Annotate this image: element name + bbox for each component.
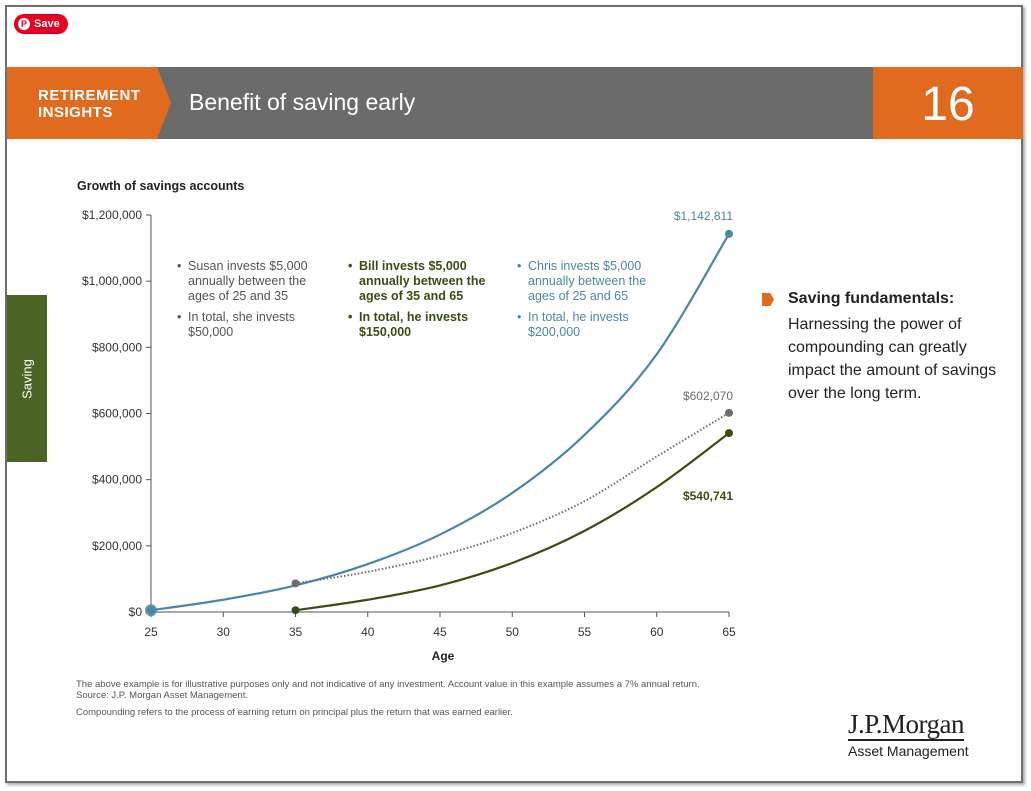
- annotation-bill: Bill invests $5,000 annually between the…: [348, 259, 498, 346]
- x-tick-label: 40: [361, 625, 375, 639]
- x-axis-label: Age: [432, 649, 455, 663]
- page-title: Benefit of saving early: [189, 89, 416, 115]
- x-tick-label: 50: [506, 625, 520, 639]
- footnote-source: Source: J.P. Morgan Asset Management.: [76, 690, 248, 701]
- annotation-susan-line2: In total, she invests $50,000: [177, 310, 327, 340]
- annotation-bill-line1: Bill invests $5,000 annually between the…: [348, 259, 498, 304]
- series-end-label-susan: $602,070: [683, 389, 733, 403]
- pinterest-save-button[interactable]: P Save: [14, 14, 68, 34]
- section-tag: [7, 67, 157, 139]
- x-tick-label: 30: [217, 625, 231, 639]
- logo-subtitle: Asset Management: [848, 743, 969, 759]
- x-tick-label: 55: [578, 625, 592, 639]
- series-end-point-susan: [725, 408, 733, 417]
- y-tick-label: $400,000: [92, 473, 142, 487]
- footnote-disclaimer: The above example is for illustrative pu…: [76, 679, 700, 690]
- arrow-marker-icon: [762, 293, 774, 306]
- y-tick-label: $0: [129, 605, 143, 619]
- y-tick-label: $1,200,000: [82, 208, 142, 222]
- series-start-point-susan: [291, 579, 300, 588]
- x-tick-label: 25: [144, 625, 158, 639]
- x-tick-label: 45: [433, 625, 447, 639]
- x-tick-label: 35: [289, 625, 303, 639]
- series-line-chris: [150, 233, 730, 612]
- y-tick-label: $600,000: [92, 407, 142, 421]
- x-tick-label: 65: [722, 625, 736, 639]
- annotation-chris-line1: Chris invests $5,000 annually between th…: [517, 259, 667, 304]
- chart-title: Growth of savings accounts: [77, 179, 244, 193]
- save-label: Save: [34, 18, 60, 30]
- annotation-chris: Chris invests $5,000 annually between th…: [517, 259, 667, 346]
- series-end-label-chris: $1,142,811: [674, 209, 733, 223]
- series-start-point-bill: [291, 606, 300, 615]
- fundamentals-heading: Saving fundamentals:: [788, 290, 955, 307]
- y-tick-label: $1,000,000: [82, 274, 142, 288]
- section-tag-arrow: [157, 67, 171, 139]
- side-tab-saving: Saving: [7, 295, 47, 462]
- footnotes: The above example is for illustrative pu…: [76, 679, 776, 718]
- annotation-susan: Susan invests $5,000 annually between th…: [177, 259, 327, 346]
- series-line-susan: [295, 411, 730, 585]
- annotation-susan-line1: Susan invests $5,000 annually between th…: [177, 259, 327, 304]
- footnote-compounding: Compounding refers to the process of ear…: [76, 707, 513, 718]
- x-tick-label: 60: [650, 625, 664, 639]
- series-end-point-bill: [725, 429, 733, 438]
- page-number-box: [873, 67, 1023, 139]
- section-label: RETIREMENT INSIGHTS: [38, 87, 141, 121]
- fundamentals-body: Harnessing the power of compounding can …: [788, 316, 997, 402]
- series-line-bill: [295, 432, 730, 612]
- series-end-point-chris: [725, 229, 733, 238]
- y-tick-label: $200,000: [92, 539, 142, 553]
- section-label-line2: INSIGHTS: [38, 104, 113, 121]
- y-tick-label: $800,000: [92, 340, 142, 354]
- pinterest-icon: P: [18, 18, 30, 30]
- logo-wordmark: J.P.Morgan: [848, 709, 965, 741]
- annotation-chris-line2: In total, he invests $200,000: [517, 310, 667, 340]
- page-number: 16: [921, 78, 975, 131]
- header-banner: RETIREMENT INSIGHTS Benefit of saving ea…: [7, 67, 1023, 139]
- origin-point: [145, 604, 157, 617]
- series-end-label-bill: $540,741: [683, 489, 733, 503]
- section-label-line1: RETIREMENT: [38, 87, 141, 104]
- annotation-bill-line2: In total, he invests $150,000: [348, 310, 498, 340]
- jpmorgan-logo: J.P.Morgan Asset Management: [848, 710, 983, 759]
